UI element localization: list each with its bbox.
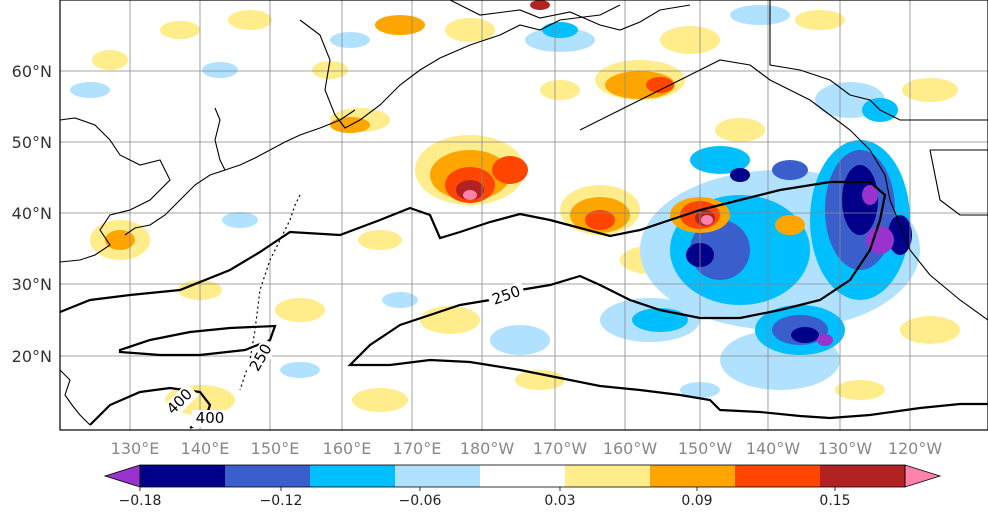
colorbar-frame bbox=[139, 464, 906, 488]
colorbar-tick-label: −0.12 bbox=[260, 493, 303, 509]
lon-label: 160°E bbox=[323, 439, 372, 458]
longitude-labels: 130°E 140°E 150°E 160°E 170°E 180°W 170°W 160°W… bbox=[111, 439, 943, 458]
colorbar-extend-max bbox=[904, 464, 942, 488]
latitude-labels: 60°N 50°N 40°N 30°N 20°N bbox=[12, 62, 52, 366]
colorbar-bin bbox=[140, 465, 226, 487]
lon-label: 130°W bbox=[818, 439, 873, 458]
lat-label: 40°N bbox=[12, 204, 52, 223]
contour-label-bg bbox=[192, 410, 228, 427]
lat-label: 30°N bbox=[12, 275, 52, 294]
map-frame bbox=[59, 0, 988, 431]
lat-label: 60°N bbox=[12, 62, 52, 81]
lon-label: 170°W bbox=[533, 439, 588, 458]
contour-label: 400 bbox=[196, 409, 225, 427]
lat-label: 20°N bbox=[12, 347, 52, 366]
colorbar: −0.18 −0.12 −0.06 0.03 0.09 0.15 bbox=[103, 464, 942, 509]
colorbar-bin bbox=[225, 465, 311, 487]
contour-label-bg bbox=[161, 383, 199, 421]
dotted-track-line bbox=[239, 194, 301, 391]
lon-label: 140°W bbox=[746, 439, 801, 458]
lat-label: 50°N bbox=[12, 133, 52, 152]
colorbar-bin bbox=[310, 465, 396, 487]
colorbar-tick-label: −0.18 bbox=[119, 493, 162, 509]
colorbar-bin bbox=[480, 465, 566, 487]
colorbar-tick-label: −0.06 bbox=[399, 493, 442, 509]
lon-label: 140°E bbox=[181, 439, 230, 458]
contour-label-bg bbox=[486, 281, 527, 310]
colorbar-tick-label: 0.15 bbox=[819, 493, 850, 509]
colorbar-bin bbox=[820, 465, 906, 487]
map-gridlines bbox=[60, 0, 988, 430]
coastlines bbox=[60, 0, 988, 426]
lon-label: 150°E bbox=[251, 439, 300, 458]
colorbar-bin bbox=[735, 465, 821, 487]
colorbar-bin bbox=[650, 465, 736, 487]
lon-label: 130°E bbox=[111, 439, 160, 458]
colorbar-tick-label: 0.03 bbox=[544, 493, 575, 509]
lon-label: 120°W bbox=[888, 439, 943, 458]
lon-label: 160°W bbox=[603, 439, 658, 458]
lon-label: 170°E bbox=[393, 439, 442, 458]
colorbar-bin bbox=[395, 465, 481, 487]
colorbar-extend-min bbox=[103, 464, 141, 488]
lon-label: 180°W bbox=[460, 439, 515, 458]
colorbar-bin bbox=[565, 465, 651, 487]
contour-label-bg bbox=[244, 337, 278, 378]
lon-label: 150°W bbox=[678, 439, 733, 458]
colorbar-tick-label: 0.09 bbox=[681, 493, 712, 509]
